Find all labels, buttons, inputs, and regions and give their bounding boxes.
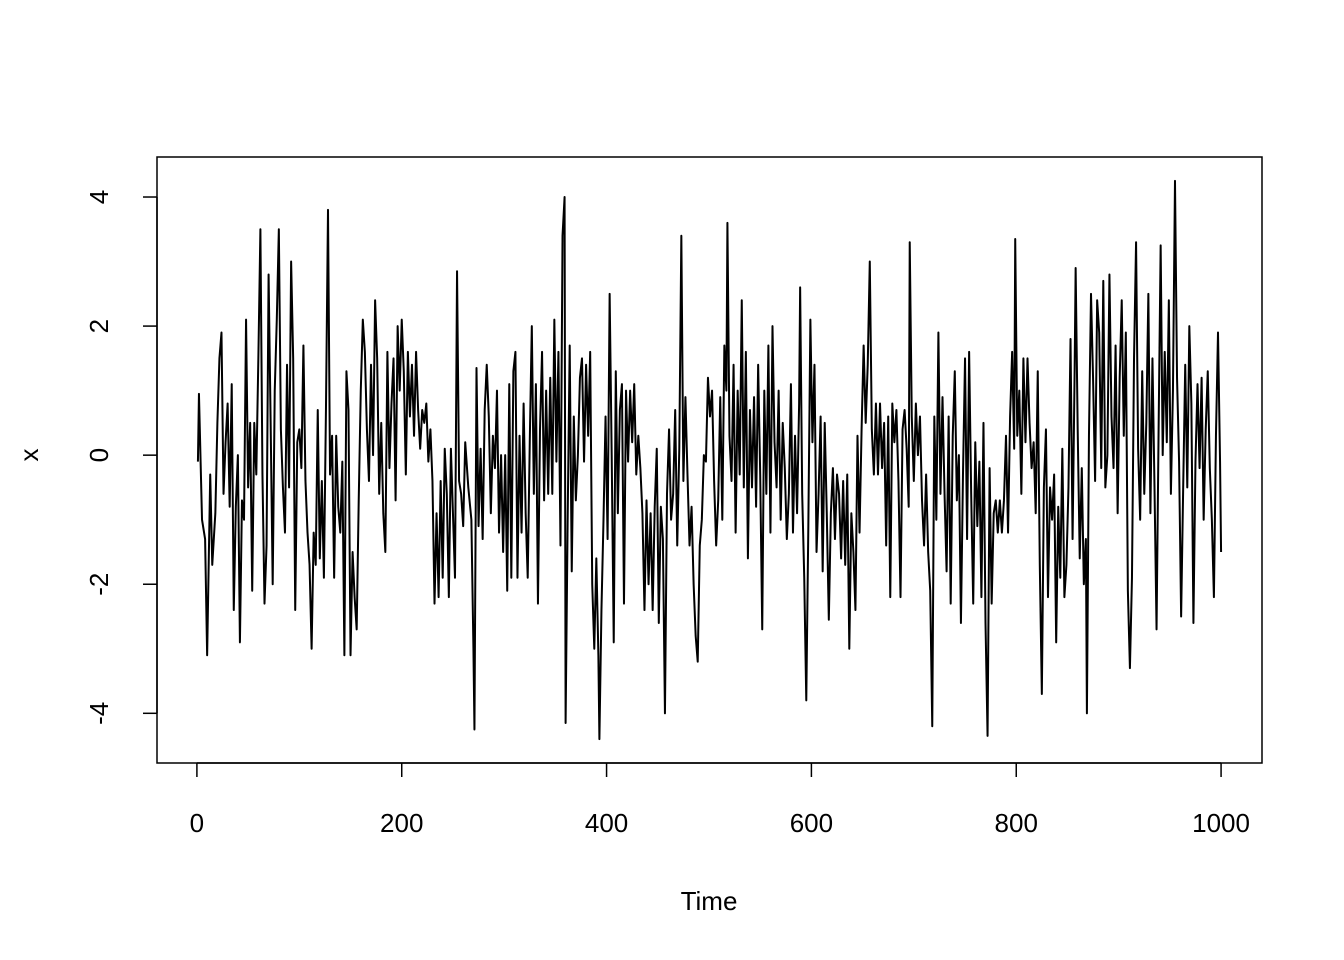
x-tick-label: 400	[585, 808, 628, 838]
y-tick-label: -2	[84, 573, 114, 596]
y-tick-label: -4	[84, 702, 114, 725]
y-tick-label: 0	[84, 448, 114, 462]
x-tick-label: 0	[190, 808, 204, 838]
x-tick-label: 600	[790, 808, 833, 838]
y-axis-label: x	[14, 449, 44, 462]
series-line	[196, 179, 1223, 741]
x-axis-label: Time	[681, 886, 738, 916]
x-tick-label: 200	[380, 808, 423, 838]
y-tick-label: 4	[84, 190, 114, 204]
x-tick-label: 800	[995, 808, 1038, 838]
x-tick-label: 1000	[1192, 808, 1250, 838]
y-tick-label: 2	[84, 319, 114, 333]
